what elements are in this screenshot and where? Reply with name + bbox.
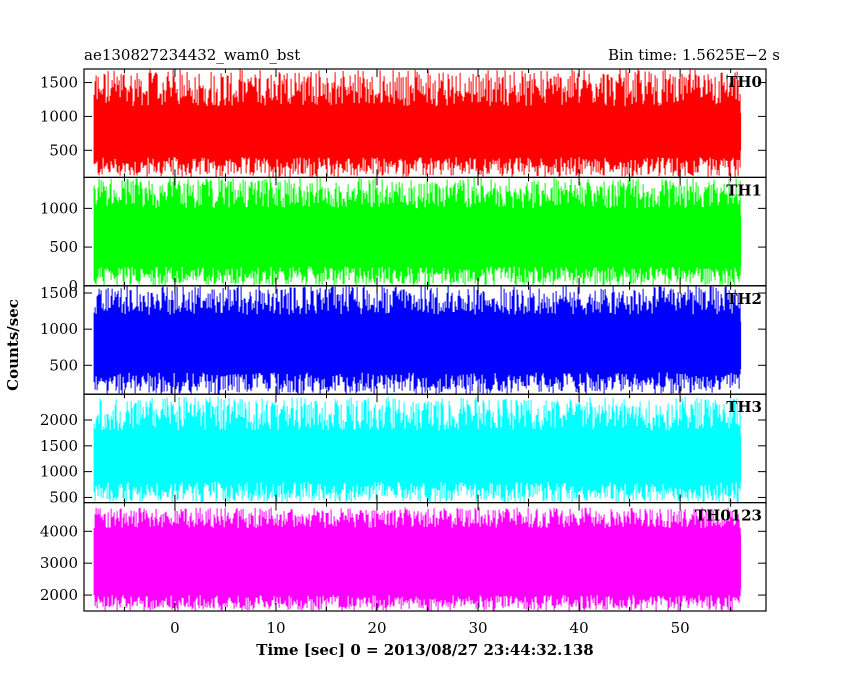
panel-frame	[83, 502, 767, 612]
series-core-th0123	[94, 534, 741, 589]
x-tick-label: 0	[170, 619, 180, 637]
series-core-th1	[94, 216, 741, 267]
panel-label: TH0123	[695, 507, 762, 525]
y-axis-label: Counts/sec	[4, 299, 22, 391]
panel-th3: 500 1000 1500 2000 TH3	[40, 393, 767, 506]
panel-th2: 500 1000 1500 TH2	[40, 284, 767, 395]
panel-th0: 500 1000 1500 TH0	[40, 68, 767, 179]
panel-label: TH3	[726, 398, 762, 416]
x-tick-label: 30	[468, 619, 487, 637]
y-tick-label: 2000	[40, 411, 78, 429]
title-left: ae130827234432_wam0_bst	[84, 46, 300, 64]
series-core-th0	[94, 113, 741, 151]
y-tick-label: 4000	[40, 522, 78, 540]
y-tick-label: 500	[49, 238, 78, 256]
y-tick-label: 500	[49, 141, 78, 159]
panel-th0123: 2000 3000 4000 TH0123	[40, 502, 767, 612]
x-tick-label: 50	[671, 619, 690, 637]
y-tick-label: 500	[49, 356, 78, 374]
y-tick-label: 1500	[40, 74, 78, 92]
y-tick-label: 500	[49, 488, 78, 506]
series-core-th3	[94, 435, 741, 482]
series-core-th2	[94, 321, 741, 369]
y-tick-label: 2000	[40, 586, 78, 604]
x-tick-label: 20	[367, 619, 386, 637]
y-tick-label: 1500	[40, 284, 78, 302]
y-tick-label: 0	[68, 277, 78, 295]
y-tick-label: 1000	[40, 199, 78, 217]
panel-label: TH0	[726, 73, 762, 91]
panel-label: TH1	[726, 181, 762, 199]
y-tick-label: 1000	[40, 463, 78, 481]
x-tick-label: 40	[570, 619, 589, 637]
panel-th1: 0 500 1000 TH1	[40, 176, 767, 295]
x-axis-label: Time [sec] 0 = 2013/08/27 23:44:32.138	[256, 641, 593, 659]
y-tick-label: 1000	[40, 107, 78, 125]
y-tick-label: 1000	[40, 320, 78, 338]
title-right: Bin time: 1.5625E−2 s	[608, 46, 780, 64]
y-tick-label: 3000	[40, 554, 78, 572]
panel-label: TH2	[726, 290, 762, 308]
y-tick-label: 1500	[40, 437, 78, 455]
x-tick-label: 10	[266, 619, 285, 637]
